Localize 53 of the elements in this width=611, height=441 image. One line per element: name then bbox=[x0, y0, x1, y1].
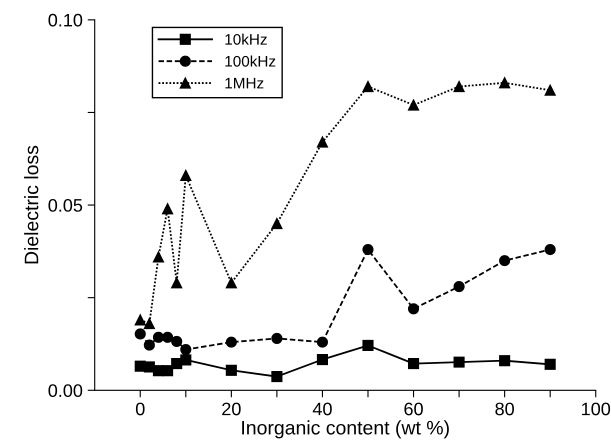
point bbox=[180, 344, 192, 356]
point bbox=[180, 354, 192, 366]
y-tick-label: 0.10 bbox=[48, 14, 82, 27]
point bbox=[316, 136, 328, 148]
point bbox=[454, 281, 465, 292]
point bbox=[271, 218, 282, 230]
y-tick-label: 0.05 bbox=[48, 199, 82, 212]
point bbox=[226, 364, 237, 376]
point bbox=[180, 170, 192, 181]
point bbox=[362, 244, 374, 256]
point bbox=[454, 80, 465, 92]
y-tick-label: 0.00 bbox=[48, 384, 82, 398]
x-tick-label: 60 bbox=[404, 402, 423, 416]
point bbox=[134, 314, 146, 326]
point bbox=[544, 84, 556, 96]
point bbox=[362, 340, 374, 352]
point bbox=[162, 203, 174, 214]
point bbox=[454, 356, 465, 368]
x-tick-label: 20 bbox=[222, 402, 241, 416]
point bbox=[152, 251, 164, 262]
point bbox=[362, 80, 374, 92]
x-tick-label: 100 bbox=[582, 402, 610, 416]
legend-label: 100kHz bbox=[225, 55, 276, 67]
point bbox=[499, 255, 510, 266]
x-tick-label: 40 bbox=[312, 402, 332, 416]
point bbox=[226, 277, 237, 288]
point bbox=[271, 371, 282, 382]
point bbox=[144, 318, 155, 330]
point bbox=[271, 332, 282, 344]
point bbox=[408, 358, 420, 370]
point bbox=[408, 303, 420, 314]
point bbox=[162, 365, 174, 376]
point bbox=[316, 354, 328, 366]
point bbox=[316, 336, 328, 348]
point bbox=[408, 99, 420, 111]
y-axis-title: Dielectric loss bbox=[24, 146, 38, 264]
x-tick-label: 0 bbox=[136, 402, 145, 416]
point bbox=[152, 332, 164, 343]
point bbox=[171, 277, 182, 288]
x-axis-title: Inorganic content (wt %) bbox=[242, 420, 449, 438]
point bbox=[544, 244, 556, 256]
point bbox=[499, 355, 510, 366]
point bbox=[544, 358, 556, 370]
x-tick-label: 80 bbox=[495, 402, 514, 416]
legend-label: 10kHz bbox=[225, 34, 267, 45]
point bbox=[134, 360, 146, 372]
point bbox=[226, 336, 237, 348]
point bbox=[134, 328, 146, 340]
legend-label: 1MHz bbox=[225, 78, 264, 88]
point bbox=[144, 340, 155, 351]
point bbox=[171, 336, 182, 347]
point bbox=[499, 77, 510, 88]
point bbox=[162, 332, 174, 343]
